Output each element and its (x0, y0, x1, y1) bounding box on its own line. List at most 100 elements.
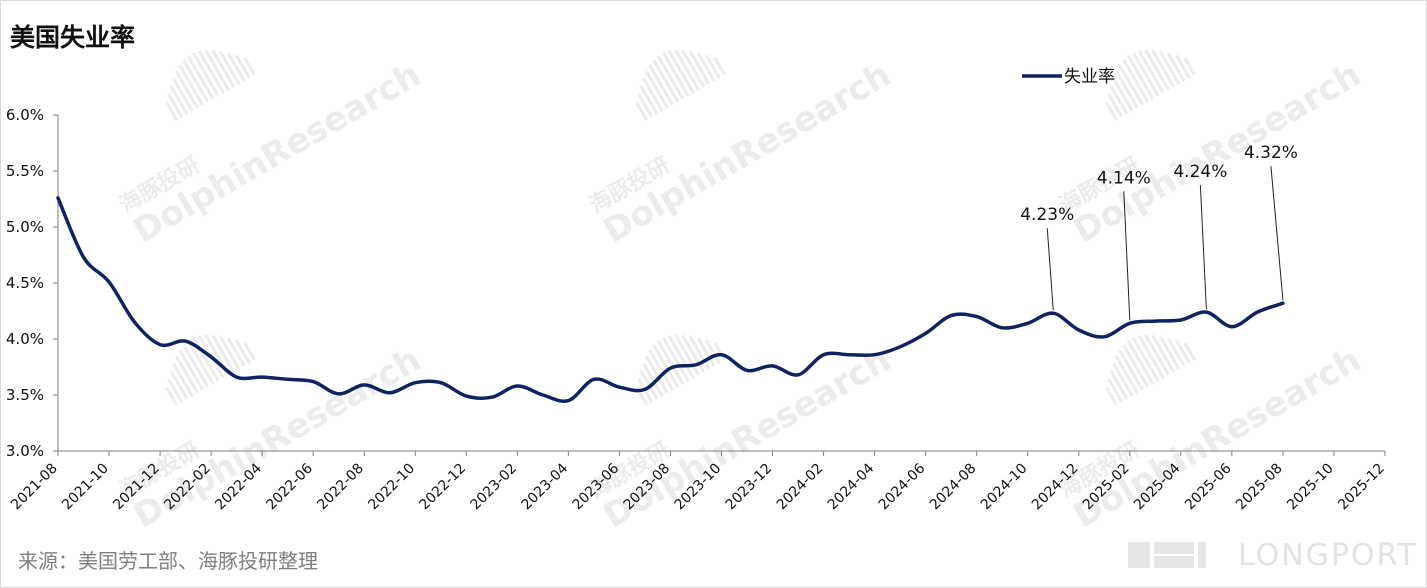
watermark-bar (652, 344, 680, 388)
watermark-bar (182, 344, 210, 388)
watermark-bar (1118, 64, 1144, 106)
x-tick-label: 2021-08 (8, 461, 61, 514)
watermark-bar (1105, 386, 1118, 406)
watermark-bar (642, 77, 664, 112)
longport-logo (1128, 542, 1206, 568)
x-tick-label: 2022-12 (416, 461, 469, 514)
watermark-bar (644, 355, 669, 394)
watermark-bar (1109, 370, 1129, 400)
watermark-bar (1158, 335, 1181, 370)
watermark-bar (639, 85, 659, 115)
watermark-en: DolphinResearch (1067, 340, 1368, 537)
y-tick-label: 4.5% (6, 274, 44, 292)
watermark-bar (648, 64, 674, 106)
x-tick-label: 2022-08 (314, 461, 367, 514)
logo-block-4 (1198, 542, 1206, 568)
source-note: 来源：美国劳工部、海豚投研整理 (18, 549, 318, 573)
annotation-label: 4.23% (1020, 205, 1074, 225)
watermark-bar (243, 56, 256, 76)
watermark-bar (174, 355, 199, 394)
watermark-bar (704, 54, 721, 79)
x-tick-label: 2024-02 (774, 461, 827, 514)
watermark-bar (688, 50, 711, 85)
watermark-bar (1126, 340, 1155, 385)
watermark-bar (1166, 52, 1186, 82)
watermark-bar (234, 339, 251, 364)
x-tick-label: 2025-12 (1335, 461, 1388, 514)
x-tick-label: 2025-10 (1284, 461, 1337, 514)
logo-block-1 (1128, 542, 1150, 568)
watermark-bar (186, 340, 215, 385)
watermark-bar (172, 362, 194, 397)
series-layer (56, 196, 1285, 403)
watermark-bar (1183, 341, 1196, 361)
watermark-bar (1151, 334, 1176, 373)
brand-text: LONGPORT (1238, 538, 1418, 573)
watermark-bar (1114, 355, 1139, 394)
watermark-bar (713, 56, 726, 76)
watermark-bar (1137, 335, 1165, 379)
watermark-bar (637, 93, 654, 118)
watermark-bar (167, 93, 184, 118)
watermark-bar (1118, 349, 1144, 391)
logo-block-3 (1154, 556, 1194, 568)
annotation-leader (1199, 185, 1207, 310)
annotation-leader (1123, 191, 1131, 321)
annotation-leader (1046, 228, 1054, 311)
y-axis: 6.0% 5.5% 5.0% 4.5% 4.0% 3.5% 3.0% (6, 106, 59, 460)
watermark-bar (172, 77, 194, 112)
annotation-layer: 4.23% 4.14% 4.24% 4.32% (1020, 143, 1298, 321)
watermark-bar (165, 101, 178, 121)
x-tick-label: 2024-08 (927, 461, 980, 514)
watermark-bar (648, 349, 674, 391)
watermark-bar (211, 49, 236, 88)
watermark-bar (1144, 49, 1170, 91)
annotation-label: 4.32% (1244, 143, 1298, 163)
watermark-bar (1122, 59, 1150, 103)
watermark-bar (1105, 101, 1118, 121)
watermark-bar (674, 49, 700, 91)
annotation-label: 4.14% (1097, 168, 1151, 188)
y-tick-label: 5.0% (6, 218, 44, 236)
y-tick-label: 5.5% (6, 162, 44, 180)
watermark-bar (1132, 52, 1160, 97)
watermark-bar (182, 59, 210, 103)
x-tick-label: 2025-08 (1233, 461, 1286, 514)
watermark-bar (1151, 49, 1176, 88)
x-tick-label: 2022-10 (365, 461, 418, 514)
watermark-bar (165, 386, 178, 406)
watermark-bar (662, 337, 690, 382)
chart-title: 美国失业率 (10, 23, 136, 52)
series-line-unemployment (56, 196, 1285, 403)
watermark-bar (169, 85, 189, 115)
watermark-bar (226, 52, 246, 82)
watermark-bar (243, 341, 256, 361)
watermark-bar (226, 337, 246, 367)
watermark-bar (652, 59, 680, 103)
watermark-bar (1107, 93, 1124, 118)
x-tick-label: 2021-10 (59, 461, 112, 514)
legend-label: 失业率 (1064, 67, 1115, 87)
annotation-label: 4.24% (1173, 162, 1227, 182)
watermark-bar (174, 70, 199, 109)
logo-block-2 (1154, 542, 1194, 554)
watermark-bar (211, 334, 236, 373)
watermark-bar (1126, 55, 1155, 100)
x-tick-label: 2024-06 (876, 460, 929, 513)
watermark-bar (178, 64, 204, 106)
watermark-bar (1174, 54, 1191, 79)
watermark-bar (218, 335, 241, 370)
watermark-bar (1112, 77, 1134, 112)
watermark-bar (704, 339, 721, 364)
watermark-bar (1132, 337, 1160, 382)
watermark-bar (642, 362, 664, 397)
watermark-bar (234, 54, 251, 79)
watermark-bar (1174, 339, 1191, 364)
watermark-bar (667, 335, 695, 379)
annotation-leader (1270, 166, 1284, 301)
watermark-bar (656, 340, 685, 385)
watermark-bar (192, 52, 220, 97)
watermark-bar (1109, 85, 1129, 115)
